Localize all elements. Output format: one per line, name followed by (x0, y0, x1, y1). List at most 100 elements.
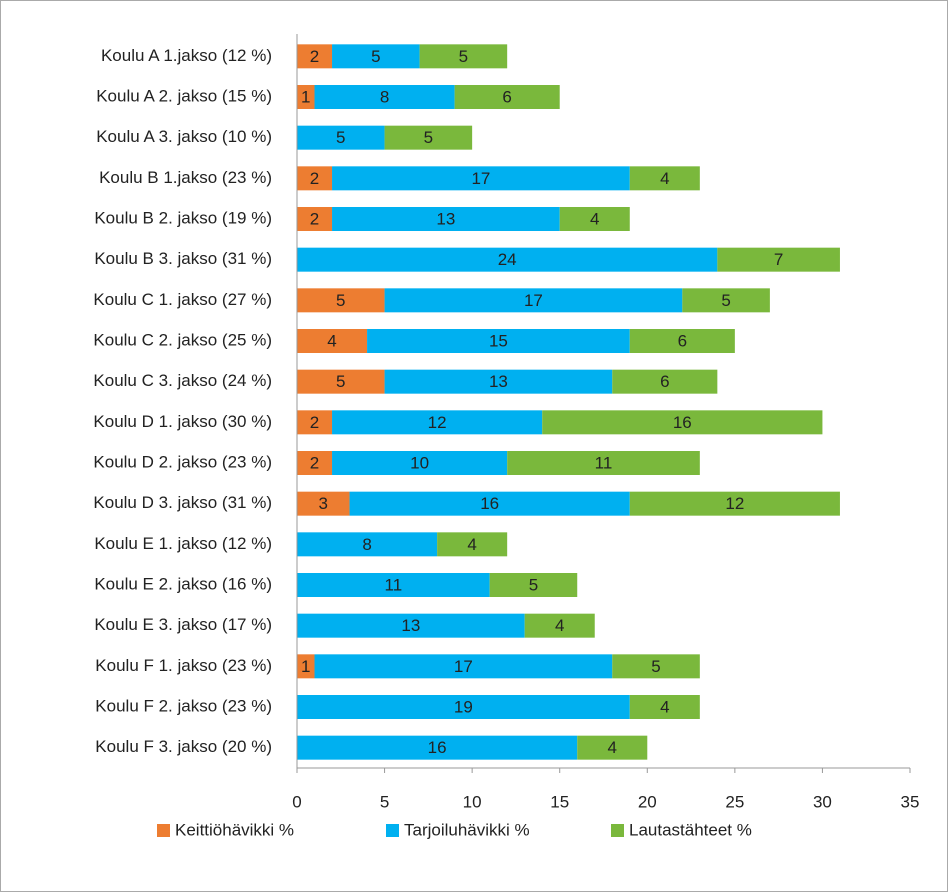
bar-segment (629, 491, 840, 516)
x-tick-label: 5 (380, 792, 389, 811)
bar-segment (717, 247, 840, 272)
bar-segment (297, 288, 385, 313)
data-label: 16 (480, 494, 499, 513)
bar-segment (297, 166, 333, 191)
category-label: Koulu B 2. jakso (19 %) (94, 208, 272, 227)
data-label: 11 (595, 453, 613, 472)
bar-segment (332, 410, 543, 435)
bar-segment (297, 613, 525, 638)
data-label: 4 (555, 616, 564, 635)
data-label: 1 (301, 657, 310, 676)
bar-segment (384, 288, 683, 313)
data-label: 1 (301, 87, 310, 106)
bar-segment (297, 85, 315, 109)
bar-segment (489, 573, 578, 597)
category-label: Koulu B 3. jakso (31 %) (94, 249, 272, 268)
data-label: 5 (336, 372, 345, 391)
bar-segment (297, 491, 350, 516)
legend-swatch (611, 824, 624, 837)
data-label: 10 (410, 453, 429, 472)
category-label: Koulu B 1.jakso (23 %) (99, 168, 272, 187)
data-label: 3 (319, 494, 328, 513)
category-label: Koulu D 2. jakso (23 %) (93, 452, 272, 471)
data-label: 17 (454, 657, 473, 676)
data-label: 4 (467, 535, 476, 554)
bar-segment (419, 44, 508, 69)
bar-segment (507, 451, 700, 475)
data-label: 5 (371, 47, 380, 66)
category-label: Koulu E 2. jakso (16 %) (94, 574, 272, 593)
bar-segment (437, 532, 508, 557)
bar-segment (332, 44, 420, 69)
category-label: Koulu F 1. jakso (23 %) (95, 656, 272, 675)
bar-segment (612, 654, 700, 679)
bar-segment (629, 329, 735, 353)
category-label: Koulu D 3. jakso (31 %) (93, 493, 272, 512)
data-label: 5 (459, 47, 468, 66)
bar-segment (559, 207, 630, 231)
data-label: 4 (608, 738, 617, 757)
bar-segment (297, 125, 385, 150)
category-label: Koulu E 1. jakso (12 %) (94, 534, 272, 553)
data-label: 4 (327, 331, 336, 350)
bar-segment (297, 654, 315, 679)
bar-segment (384, 125, 473, 150)
data-label: 6 (678, 331, 687, 350)
x-tick-label: 10 (463, 792, 482, 811)
x-tick-label: 25 (725, 792, 744, 811)
bar-segment (349, 491, 630, 516)
bar-segment (297, 735, 578, 760)
bar-segment (314, 85, 455, 109)
bar-segment (682, 288, 770, 313)
category-label: Koulu A 1.jakso (12 %) (101, 46, 272, 65)
data-label: 2 (310, 169, 319, 188)
x-tick-label: 20 (638, 792, 657, 811)
data-label: 5 (336, 128, 345, 147)
x-tick-label: 35 (901, 792, 920, 811)
data-label: 12 (428, 413, 447, 432)
category-label: Koulu A 2. jakso (15 %) (96, 86, 272, 105)
data-label: 6 (502, 87, 511, 106)
bar-segment (297, 451, 333, 475)
data-label: 6 (660, 372, 669, 391)
legend-label: Keittiöhävikki % (175, 820, 294, 839)
bar-segment (297, 695, 630, 719)
category-label: Koulu F 3. jakso (20 %) (95, 737, 272, 756)
data-label: 5 (424, 128, 433, 147)
data-label: 17 (524, 291, 543, 310)
bar-segment (297, 247, 718, 272)
bar-segment (612, 369, 718, 394)
bar-segment (297, 369, 385, 394)
category-label: Koulu A 3. jakso (10 %) (96, 127, 272, 146)
data-label: 13 (436, 209, 455, 228)
category-label: Koulu E 3. jakso (17 %) (94, 615, 272, 634)
data-label: 7 (774, 250, 783, 269)
bar-segment (629, 695, 700, 719)
data-label: 11 (385, 575, 403, 594)
category-label: Koulu F 2. jakso (23 %) (95, 696, 272, 715)
legend-label: Tarjoiluhävikki % (404, 820, 530, 839)
category-label: Koulu C 3. jakso (24 %) (93, 371, 272, 390)
bar-segment (367, 329, 630, 353)
data-label: 19 (454, 697, 473, 716)
data-label: 16 (673, 413, 692, 432)
bar-segment (629, 166, 700, 191)
data-label: 16 (428, 738, 447, 757)
data-label: 5 (721, 291, 730, 310)
data-label: 2 (310, 453, 319, 472)
data-label: 2 (310, 413, 319, 432)
data-label: 15 (489, 331, 508, 350)
data-label: 5 (336, 291, 345, 310)
x-tick-label: 0 (292, 792, 301, 811)
bar-segment (577, 735, 648, 760)
legend-swatch (386, 824, 399, 837)
legend-label: Lautastähteet % (629, 820, 752, 839)
data-label: 13 (489, 372, 508, 391)
data-label: 4 (660, 169, 669, 188)
bar-segment (332, 207, 560, 231)
bar-segment (297, 44, 333, 69)
category-label: Koulu C 2. jakso (25 %) (93, 330, 272, 349)
x-tick-label: 15 (550, 792, 569, 811)
bar-segment (297, 207, 333, 231)
data-label: 17 (471, 169, 490, 188)
